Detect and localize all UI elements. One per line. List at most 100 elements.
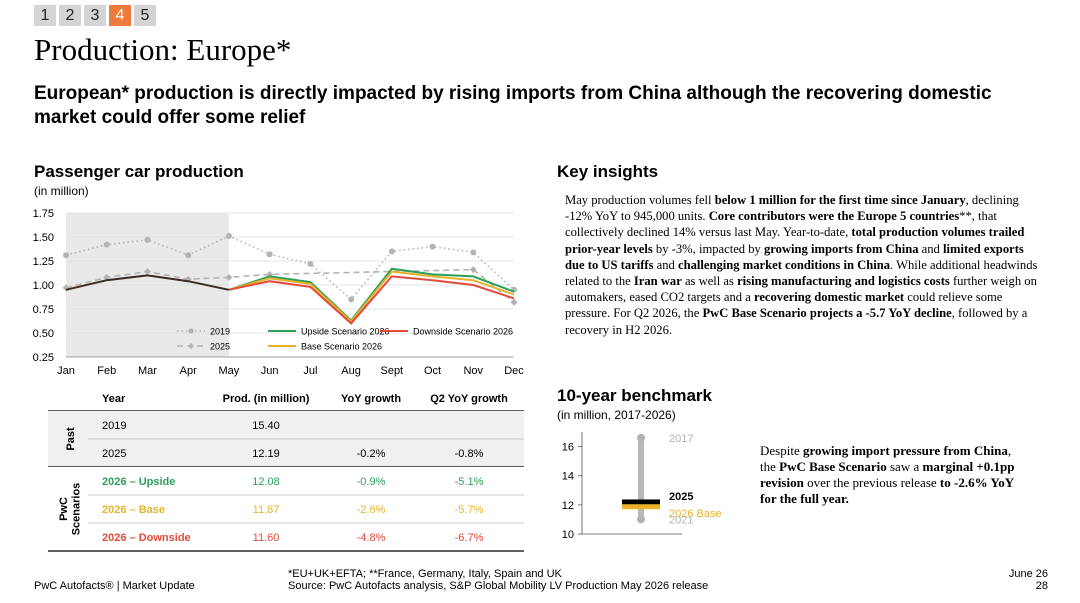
table-cell-yoy: -0.2% [357, 448, 386, 460]
table-cell-year: 2026 – Downside [102, 532, 191, 544]
table-cell-prod: 12.19 [252, 448, 280, 460]
text-segment: as well as [681, 274, 738, 289]
x-tick-label: Nov [463, 365, 483, 377]
data-point [143, 268, 151, 276]
data-point [103, 273, 111, 281]
footer-brand: PwC Autofacts® | Market Update [34, 580, 195, 592]
legend-label: Downside Scenario 2026 [413, 327, 513, 337]
text-segment: over the previous release [803, 475, 940, 490]
footer-date: June 26 [1008, 568, 1048, 580]
series-base-scenario-2026 [228, 270, 515, 323]
data-point [63, 252, 69, 259]
table-cell-year: 2026 – Base [102, 504, 165, 516]
pager-page-4[interactable]: 4 [109, 5, 131, 26]
table-cell-yoy: -4.8% [357, 532, 386, 544]
footer-note: *EU+UK+EFTA; **France, Germany, Italy, S… [288, 568, 562, 580]
data-point [469, 266, 477, 274]
x-tick-label: Oct [424, 365, 441, 377]
data-point [225, 233, 232, 240]
y-tick-label: 1.00 [33, 280, 54, 292]
pager-page-3[interactable]: 3 [84, 5, 106, 26]
insights-text: May production volumes fell below 1 mill… [565, 192, 1040, 338]
data-point [103, 241, 110, 248]
production-table: Year Prod. (in million) YoY growth Q2 YoY g… [48, 393, 524, 552]
benchmark-marker-2017 [637, 433, 645, 442]
text-segment: to -2.6% YoY for the full year. [760, 475, 1014, 506]
legend-label: 2019 [210, 327, 230, 337]
table-cell-q2: -5.7% [455, 504, 484, 516]
text-segment: Iran war [633, 274, 682, 289]
text-segment: PwC Base Scenario projects a -5.7 YoY de… [702, 306, 952, 321]
benchmark-tick-label: 16 [562, 442, 574, 454]
text-segment: growing import pressure from China [802, 443, 1008, 458]
text-segment: saw a [886, 459, 923, 474]
table-header: Prod. (in million) [223, 393, 310, 405]
benchmark-label: 2017 [669, 433, 693, 445]
table-cell-prod: 11.60 [253, 532, 280, 544]
series-upside-scenario-2026 [228, 267, 515, 322]
text-segment: growing imports from China [764, 241, 919, 256]
y-tick-label: 1.75 [33, 208, 54, 220]
table-cell-year: 2019 [102, 420, 126, 432]
benchmark-label: 2025 [669, 491, 693, 503]
data-point [307, 260, 314, 267]
x-tick-label: Aug [341, 365, 361, 377]
data-point [388, 248, 395, 255]
chart-title: Passenger car production [34, 162, 244, 181]
table-cell-yoy: -2.6% [357, 504, 386, 516]
x-tick-label: Jul [303, 365, 317, 377]
benchmark-label: 2026 Base [669, 508, 722, 520]
series-downside-scenario-2026 [228, 275, 515, 325]
x-tick-label: Feb [97, 365, 116, 377]
text-segment: Core contributors were the Europe 5 coun… [708, 209, 960, 224]
x-tick-label: Jan [57, 365, 75, 377]
pager-page-1[interactable]: 1 [34, 5, 56, 26]
benchmark-title: 10-year benchmark [557, 386, 712, 405]
text-segment: could relieve some pressure. For Q2 2026… [565, 290, 1003, 321]
x-tick-label: Jun [261, 365, 279, 377]
insights-title: Key insights [557, 162, 659, 181]
chart-unit: (in million) [34, 184, 89, 198]
legend-marker [188, 343, 194, 349]
data-point [470, 249, 477, 256]
pager-page-2[interactable]: 2 [59, 5, 81, 26]
text-segment: limited exports due to US tariffs [565, 241, 1024, 272]
table-cell-prod: 11.87 [253, 504, 280, 516]
benchmark-tick-label: 12 [562, 500, 574, 512]
x-tick-label: Sept [380, 365, 403, 377]
page-subtitle: European* production is directly impacte… [34, 83, 992, 128]
text-segment: and [653, 257, 678, 272]
series-ytd-2026 [65, 274, 230, 291]
legend-label: 2025 [210, 342, 230, 352]
chart-legend: 2019 Upside Scenario 2026 Downside Scenari… [177, 327, 513, 352]
text-segment: and [918, 241, 943, 256]
benchmark-tick-label: 14 [562, 471, 574, 483]
y-tick-label: 1.50 [33, 232, 54, 244]
table-group-label: Past [65, 427, 77, 451]
data-point [266, 251, 273, 258]
table-header: Q2 YoY growth [430, 393, 508, 405]
series-2025 [62, 266, 518, 306]
table-cell-year: 2026 – Upside [102, 476, 175, 488]
benchmark-unit: (in million, 2017-2026) [557, 408, 676, 422]
text-segment: below 1 million for the first time since… [714, 193, 966, 207]
text-segment: . While additional headwinds related to … [565, 257, 1038, 289]
benchmark-tick-label: 10 [562, 529, 574, 541]
pager-page-5[interactable]: 5 [134, 5, 156, 26]
series-line [228, 270, 515, 323]
text-segment: PwC Base Scenario [779, 459, 887, 474]
footer-source: Source: PwC Autofacts analysis, S&P Glob… [288, 580, 709, 592]
text-segment: total production volumes trailed prior-y… [565, 225, 1025, 256]
y-tick-label: 1.25 [33, 256, 54, 268]
legend-label: Base Scenario 2026 [301, 342, 382, 352]
legend-marker [188, 328, 194, 334]
text-segment: **, that collectively declined 14% versu… [565, 209, 997, 240]
text-segment: , declining -12% YoY to 945,000 units. [565, 193, 1019, 224]
table-group-label-line: PwC [58, 497, 70, 521]
text-segment: Despite [760, 443, 803, 458]
series-line [228, 267, 515, 322]
footer-page-number: 28 [1035, 580, 1048, 592]
table-cell-prod: 12.08 [252, 476, 280, 488]
benchmark-label: 2021 [669, 514, 693, 526]
